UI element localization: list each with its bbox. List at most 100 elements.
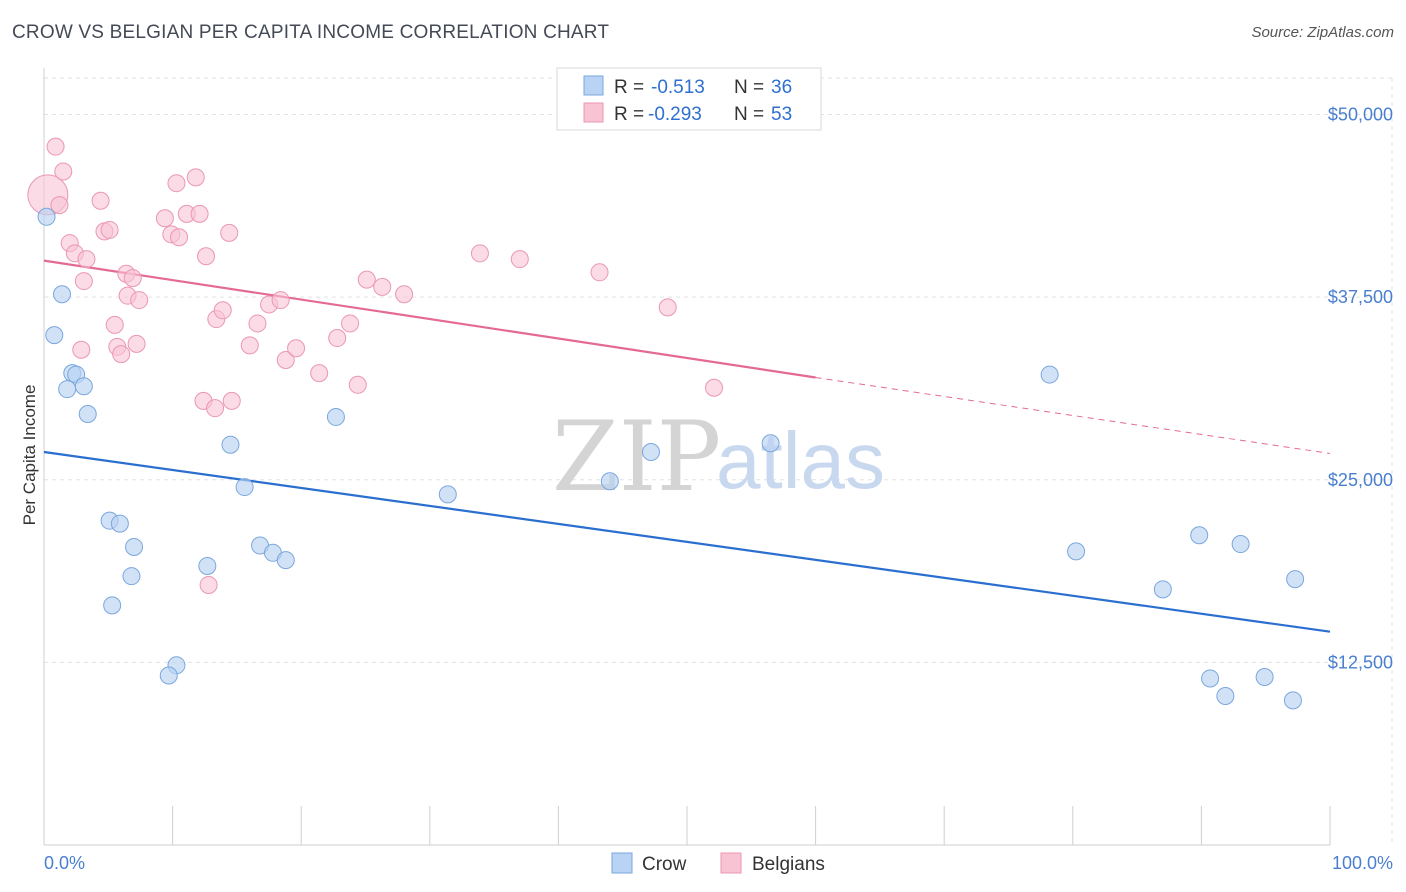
series-legend: Crow Belgians	[611, 852, 825, 875]
crow-point	[110, 514, 129, 533]
x-tick-labels: 0.0% 100.0%	[44, 853, 1393, 873]
y-tick-label-2: $37,500	[1328, 287, 1393, 307]
crow-point	[37, 207, 56, 226]
belgians-trend-line	[43, 259, 816, 379]
crow-trend-line	[43, 450, 1331, 633]
crow-point	[1190, 526, 1209, 545]
crow-point	[122, 567, 141, 586]
y-tick-label-1: $25,000	[1328, 470, 1393, 490]
series-legend-crow-label: Crow	[642, 854, 687, 875]
belgians-point	[170, 228, 189, 247]
crow-point	[1286, 570, 1305, 589]
belgians-point	[310, 364, 329, 383]
belgians-point	[658, 298, 677, 317]
belgians-point	[276, 350, 295, 369]
crow-point	[74, 377, 93, 396]
stats-legend-crow-n-label: N =	[734, 77, 764, 98]
source-credit: Source: ZipAtlas.com	[1251, 24, 1394, 41]
belgians-point	[348, 375, 367, 394]
crow-point	[103, 596, 122, 615]
belgians-point	[91, 191, 110, 210]
belgians-point	[287, 339, 306, 358]
x-tick-label-1: 100.0%	[1332, 853, 1393, 873]
crow-point	[1283, 691, 1302, 710]
crow-point	[159, 666, 178, 685]
series-legend-belgians-label: Belgians	[752, 854, 825, 875]
crow-points	[37, 207, 1305, 710]
watermark-zip: ZIP	[552, 401, 721, 513]
crow-point	[221, 435, 240, 454]
belgians-point	[220, 223, 239, 242]
belgians-point	[112, 345, 131, 364]
y-tick-label-0: $12,500	[1328, 652, 1393, 672]
belgians-point	[77, 250, 96, 269]
stats-legend-belgians-n-label: N =	[734, 104, 764, 125]
stats-legend: R = -0.513 N = 36 R = -0.293 N = 53	[556, 67, 822, 131]
belgians-point	[100, 220, 119, 239]
trend-lines	[43, 259, 1331, 633]
stats-legend-crow-r-value: -0.513	[651, 77, 705, 98]
crow-point	[1040, 365, 1059, 384]
belgians-point	[197, 247, 216, 266]
belgians-point	[357, 270, 376, 289]
crow-point	[641, 443, 660, 462]
belgians-point	[199, 575, 218, 594]
belgians-point	[72, 340, 91, 359]
belgians-point	[213, 301, 232, 320]
belgians-point	[328, 329, 347, 348]
crow-point	[1067, 542, 1086, 561]
belgians-point	[705, 378, 724, 397]
crow-point	[1201, 669, 1220, 688]
belgians-point	[46, 137, 65, 156]
y-axis-title: Per Capita Income	[20, 385, 39, 526]
belgians-point	[341, 314, 360, 333]
belgians-point	[240, 336, 259, 355]
crow-point	[45, 326, 64, 345]
stats-legend-crow-n-value: 36	[771, 77, 792, 98]
belgians-points	[27, 137, 724, 594]
belgians-trend-line-extension	[815, 377, 1331, 454]
crow-point	[438, 485, 457, 504]
belgians-point	[395, 285, 414, 304]
belgians-point	[222, 391, 241, 410]
belgians-point	[54, 162, 73, 181]
belgians-point	[373, 277, 392, 296]
stats-legend-crow-r-label: R =	[614, 77, 644, 98]
crow-point	[125, 537, 144, 556]
belgians-point	[105, 315, 124, 334]
belgians-point	[190, 204, 209, 223]
belgians-point	[74, 272, 93, 291]
stats-legend-belgians-n-value: 53	[771, 104, 792, 125]
crow-point	[1153, 580, 1172, 599]
belgians-point	[510, 250, 529, 269]
belgians-point	[127, 334, 146, 353]
crow-point	[1255, 667, 1274, 686]
crow-point	[1231, 535, 1250, 554]
series-legend-belgians-swatch	[720, 852, 742, 874]
crow-point	[78, 405, 97, 424]
belgians-point	[271, 291, 290, 310]
series-legend-crow-swatch	[611, 852, 633, 874]
belgians-point	[155, 209, 174, 228]
crow-point	[1216, 686, 1235, 705]
crow-point	[276, 551, 295, 570]
belgians-point	[167, 174, 186, 193]
belgians-point	[248, 314, 267, 333]
crow-point	[58, 380, 77, 399]
y-tick-label-3: $50,000	[1328, 105, 1393, 125]
chart-title: CROW VS BELGIAN PER CAPITA INCOME CORREL…	[12, 22, 610, 43]
belgians-point	[130, 291, 149, 310]
crow-point	[761, 434, 780, 453]
watermark-atlas: atlas	[716, 416, 885, 505]
belgians-point	[123, 269, 142, 288]
x-tick-label-0: 0.0%	[44, 853, 85, 873]
belgians-point	[186, 168, 205, 187]
crow-point	[600, 472, 619, 491]
stats-legend-belgians-r-label: R =	[614, 104, 644, 125]
belgians-point	[206, 399, 225, 418]
stats-legend-belgians-swatch	[583, 102, 604, 123]
watermark: ZIP atlas	[552, 401, 885, 513]
stats-legend-crow-swatch	[583, 75, 604, 96]
belgians-point	[590, 263, 609, 282]
